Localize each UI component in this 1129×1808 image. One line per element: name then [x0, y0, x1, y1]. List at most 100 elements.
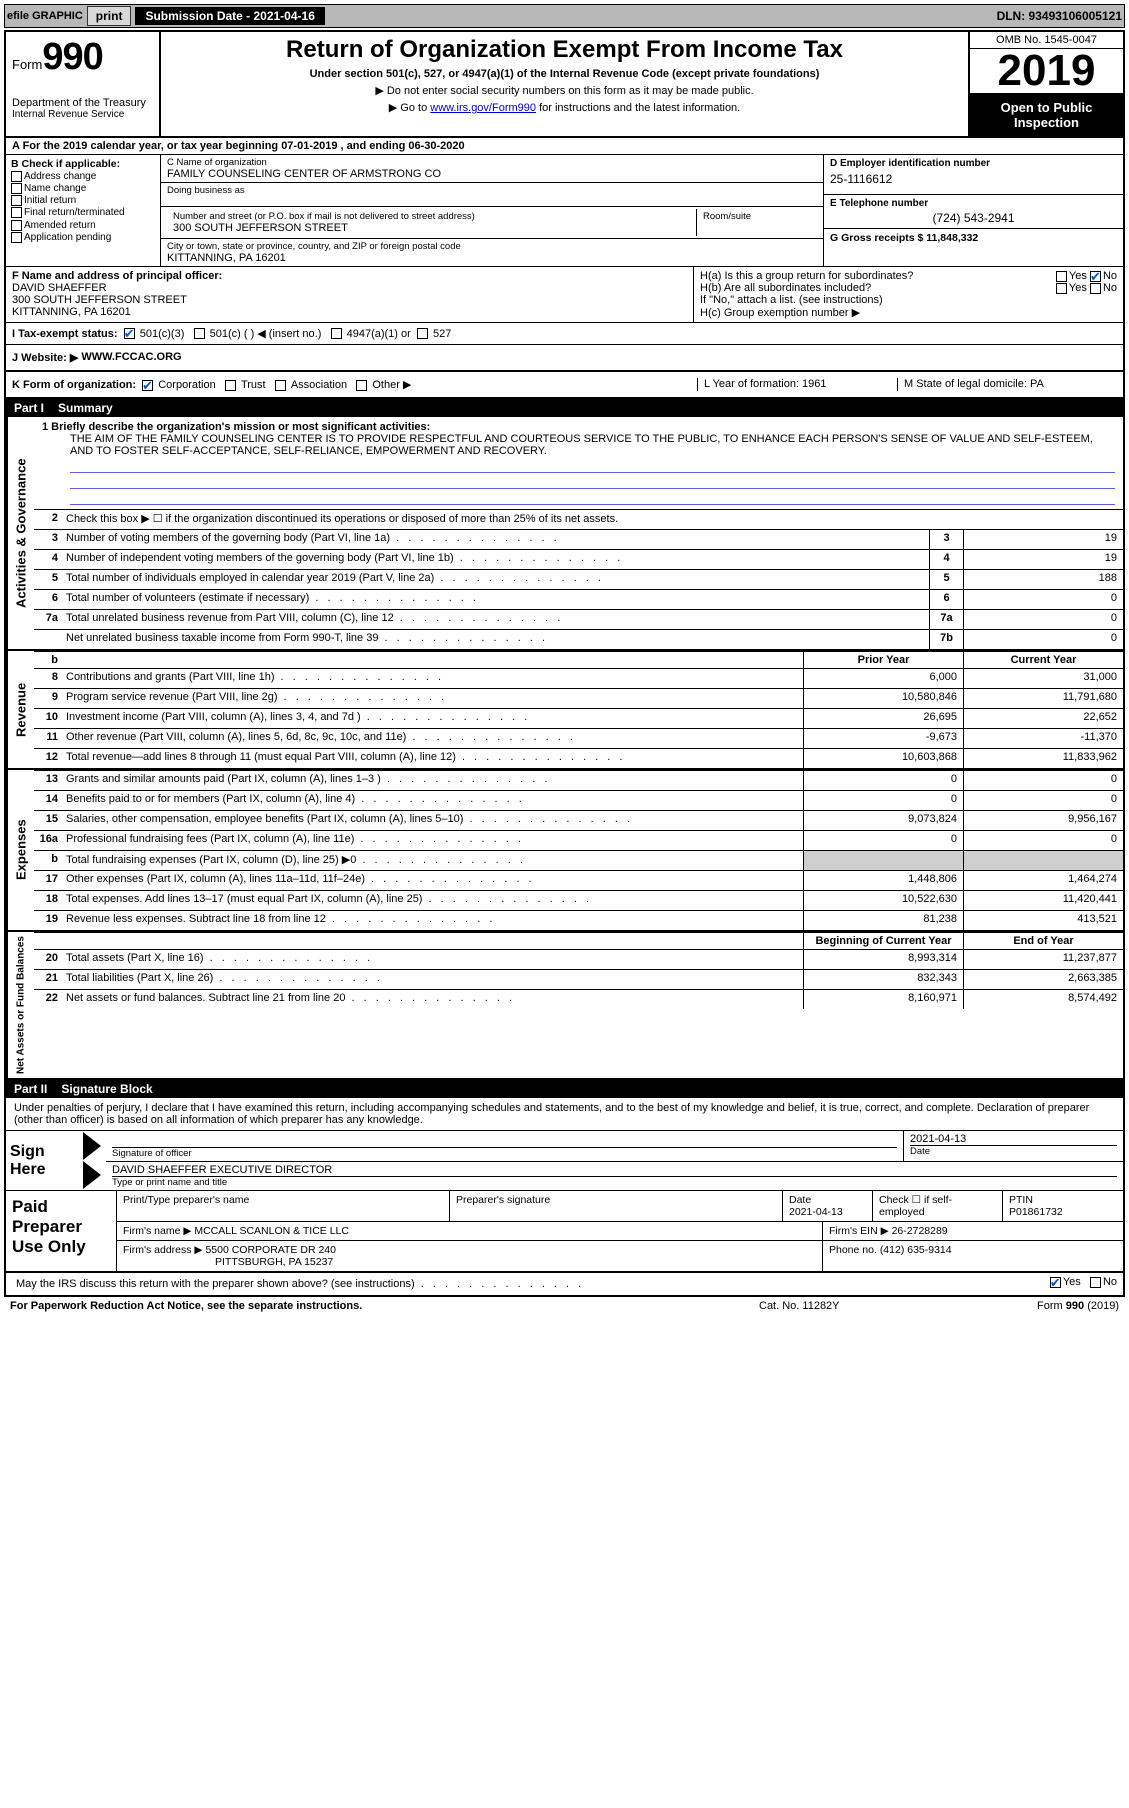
prep-ptin: PTINP01861732	[1003, 1191, 1123, 1221]
c-name-label: C Name of organization	[167, 157, 817, 168]
cb-address-change[interactable]: Address change	[11, 171, 155, 182]
data-row: 11Other revenue (Part VIII, column (A), …	[34, 728, 1123, 748]
cb-527[interactable]	[417, 328, 428, 339]
summary-row: 4Number of independent voting members of…	[34, 549, 1123, 569]
cb-name-change[interactable]: Name change	[11, 183, 155, 194]
paperwork-notice: For Paperwork Reduction Act Notice, see …	[10, 1300, 759, 1312]
note-ssn: ▶ Do not enter social security numbers o…	[169, 84, 960, 97]
row-klm: K Form of organization: Corporation Trus…	[6, 372, 1123, 399]
data-row: 19Revenue less expenses. Subtract line 1…	[34, 910, 1123, 930]
irs-label: Internal Revenue Service	[12, 109, 153, 120]
room-label: Room/suite	[703, 211, 811, 222]
summary-row: 6Total number of volunteers (estimate if…	[34, 589, 1123, 609]
sign-here-block: Sign Here Signature of officer 2021-04-1…	[6, 1130, 1123, 1191]
col-c: C Name of organization FAMILY COUNSELING…	[161, 155, 823, 266]
part1-header: Part I Summary	[6, 399, 1123, 417]
officer-print-name: DAVID SHAEFFER EXECUTIVE DIRECTOR Type o…	[106, 1162, 1123, 1190]
discuss-row: May the IRS discuss this return with the…	[6, 1273, 1123, 1295]
data-row: 20Total assets (Part X, line 16)8,993,31…	[34, 949, 1123, 969]
data-row: 18Total expenses. Add lines 13–17 (must …	[34, 890, 1123, 910]
cb-application-pending[interactable]: Application pending	[11, 232, 155, 243]
form-subtitle: Under section 501(c), 527, or 4947(a)(1)…	[169, 68, 960, 80]
data-row: 9Program service revenue (Part VIII, lin…	[34, 688, 1123, 708]
cb-501c3[interactable]	[124, 328, 135, 339]
block-bcdeg: B Check if applicable: Address change Na…	[6, 155, 1123, 267]
sect-netassets: Net Assets or Fund Balances Beginning of…	[6, 932, 1123, 1080]
cb-initial-return[interactable]: Initial return	[11, 195, 155, 206]
print-button[interactable]: print	[87, 6, 132, 26]
data-row: 15Salaries, other compensation, employee…	[34, 810, 1123, 830]
data-row: 13Grants and similar amounts paid (Part …	[34, 770, 1123, 790]
data-row: 8Contributions and grants (Part VIII, li…	[34, 668, 1123, 688]
hb-no[interactable]	[1090, 283, 1101, 294]
preparer-name-hdr: Print/Type preparer's name	[117, 1191, 450, 1221]
hb-text: H(b) Are all subordinates included?	[700, 282, 1056, 294]
cb-501c[interactable]	[194, 328, 205, 339]
header-middle: Return of Organization Exempt From Incom…	[161, 32, 968, 136]
header-left: Form990 Department of the Treasury Inter…	[6, 32, 161, 136]
paid-preparer-block: Paid Preparer Use Only Print/Type prepar…	[6, 1191, 1123, 1273]
paid-preparer-label: Paid Preparer Use Only	[6, 1191, 116, 1271]
website: WWW.FCCAC.ORG	[81, 351, 181, 364]
dln-label: DLN: 93493106005121	[997, 9, 1122, 23]
part2-header: Part II Signature Block	[6, 1080, 1123, 1098]
efile-label: efile GRAPHIC	[7, 10, 83, 22]
box-m: M State of legal domicile: PA	[897, 378, 1117, 391]
data-row: 21Total liabilities (Part X, line 26)832…	[34, 969, 1123, 989]
row-fh: F Name and address of principal officer:…	[6, 267, 1123, 323]
dept-treasury: Department of the Treasury	[12, 97, 153, 109]
submission-date: Submission Date - 2021-04-16	[135, 7, 324, 25]
ha-yes[interactable]	[1056, 271, 1067, 282]
cat-no: Cat. No. 11282Y	[759, 1300, 959, 1312]
line2: Check this box ▶ ☐ if the organization d…	[62, 510, 1123, 529]
signature-line[interactable]: Signature of officer	[106, 1131, 903, 1161]
preparer-sig-hdr: Preparer's signature	[450, 1191, 783, 1221]
data-row: 22Net assets or fund balances. Subtract …	[34, 989, 1123, 1009]
cb-4947[interactable]	[331, 328, 342, 339]
dba-label: Doing business as	[167, 185, 817, 196]
line1-block: 1 Briefly describe the organization's mi…	[34, 417, 1123, 509]
sidelabel-revenue: Revenue	[6, 651, 34, 768]
b-header: B Check if applicable:	[11, 158, 155, 170]
discuss-no[interactable]	[1090, 1277, 1101, 1288]
summary-row: Net unrelated business taxable income fr…	[34, 629, 1123, 649]
hc-text: H(c) Group exemption number ▶	[700, 306, 1117, 319]
discuss-yes[interactable]	[1050, 1277, 1061, 1288]
sect-revenue: Revenue b Prior Year Current Year 8Contr…	[6, 651, 1123, 770]
prep-date: Date2021-04-13	[783, 1191, 873, 1221]
hb-note: If "No," attach a list. (see instruction…	[700, 294, 1117, 306]
box-f: F Name and address of principal officer:…	[6, 267, 693, 322]
netassets-year-header: Beginning of Current Year End of Year	[34, 932, 1123, 949]
cb-assoc[interactable]	[275, 380, 286, 391]
ha-no[interactable]	[1090, 271, 1101, 282]
year-header: b Prior Year Current Year	[34, 651, 1123, 668]
firm-ein: Firm's EIN ▶ 26-2728289	[823, 1222, 1123, 1240]
hb-yes[interactable]	[1056, 283, 1067, 294]
col-b: B Check if applicable: Address change Na…	[6, 155, 161, 266]
summary-row: 5Total number of individuals employed in…	[34, 569, 1123, 589]
cb-final-return[interactable]: Final return/terminated	[11, 207, 155, 218]
sign-arrows	[78, 1131, 106, 1190]
form-header: Form990 Department of the Treasury Inter…	[6, 32, 1123, 138]
prior-year-hdr: Prior Year	[803, 652, 963, 668]
sidelabel-netassets: Net Assets or Fund Balances	[6, 932, 34, 1078]
firm-name: Firm's name ▶ MCCALL SCANLON & TICE LLC	[117, 1222, 823, 1240]
gross-receipts: G Gross receipts $ 11,848,332	[830, 232, 978, 244]
cb-other[interactable]	[356, 380, 367, 391]
line-a: A For the 2019 calendar year, or tax yea…	[6, 138, 1123, 155]
note-link: ▶ Go to www.irs.gov/Form990 for instruct…	[169, 101, 960, 114]
sidelabel-ag: Activities & Governance	[6, 417, 34, 649]
cb-trust[interactable]	[225, 380, 236, 391]
officer-addr2: KITTANNING, PA 16201	[12, 306, 131, 318]
cb-amended-return[interactable]: Amended return	[11, 220, 155, 231]
box-g: G Gross receipts $ 11,848,332	[824, 228, 1123, 247]
sidelabel-expenses: Expenses	[6, 770, 34, 930]
prep-selfemp[interactable]: Check ☐ if self-employed	[873, 1191, 1003, 1221]
irs-link[interactable]: www.irs.gov/Form990	[430, 102, 536, 114]
cb-corp[interactable]	[142, 380, 153, 391]
sign-here-label: Sign Here	[6, 1131, 78, 1190]
data-row: bTotal fundraising expenses (Part IX, co…	[34, 850, 1123, 870]
box-k: K Form of organization: Corporation Trus…	[12, 378, 697, 391]
end-year-hdr: End of Year	[963, 933, 1123, 949]
col-de: D Employer identification number 25-1116…	[823, 155, 1123, 266]
